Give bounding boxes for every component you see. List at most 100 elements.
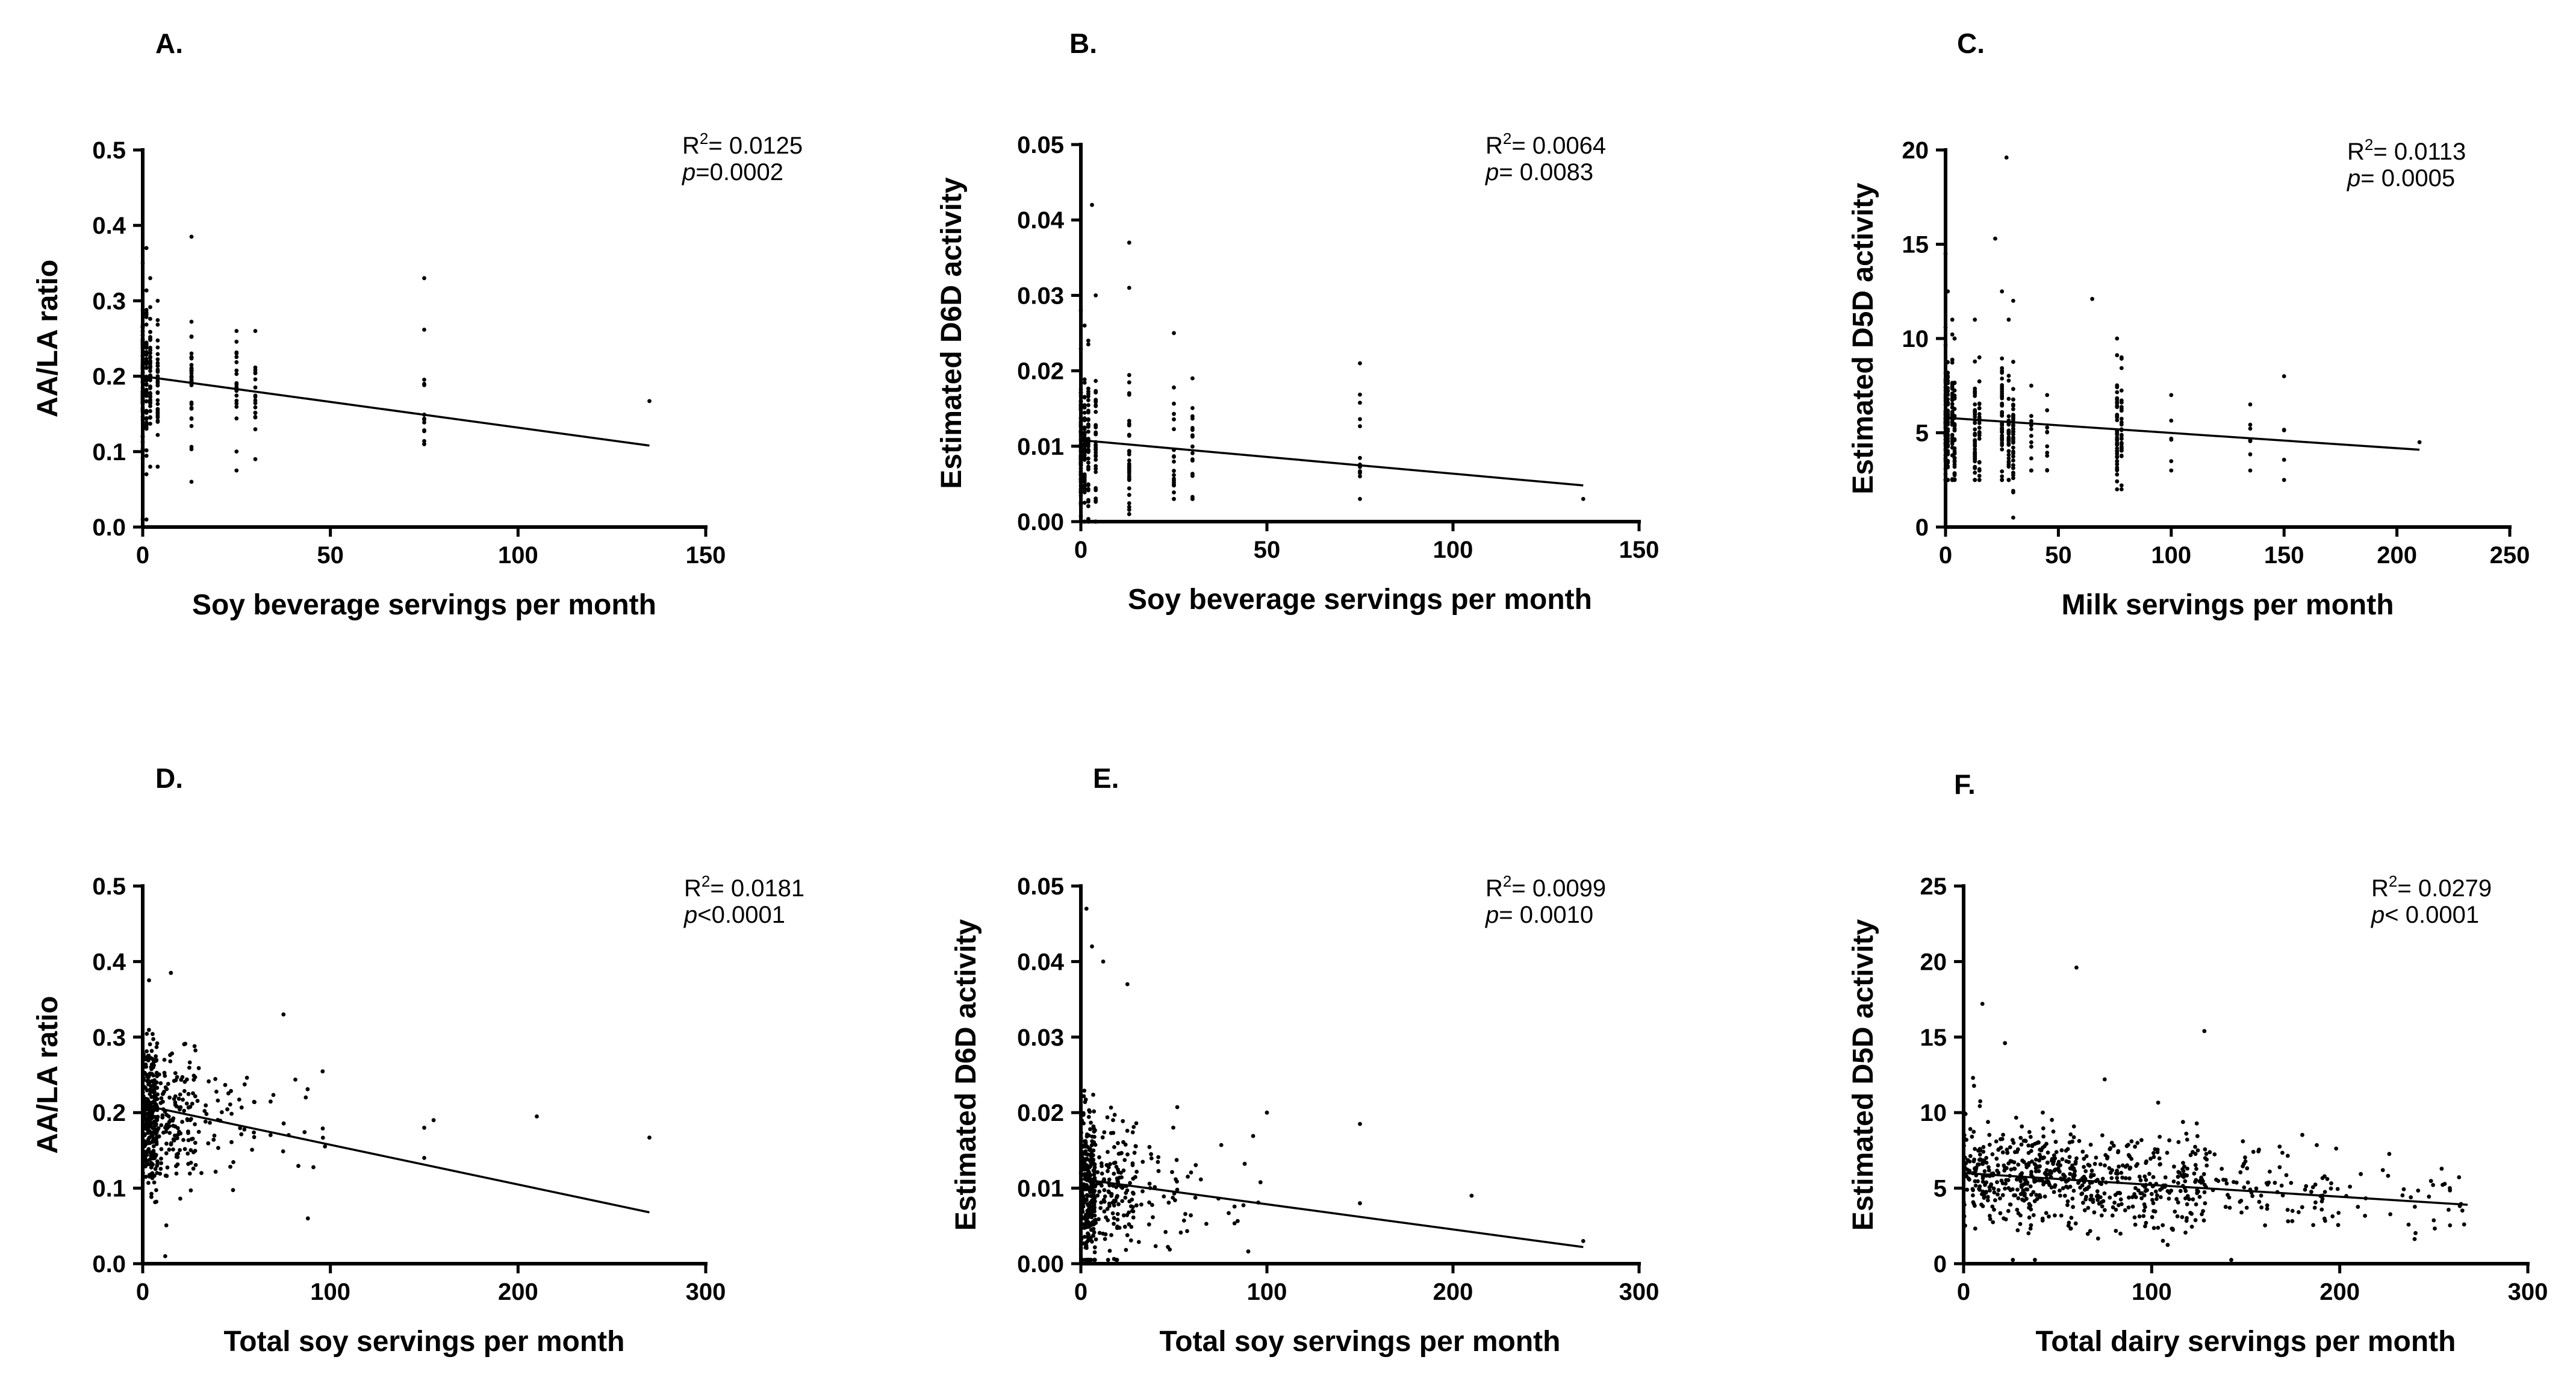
r-squared-value: = 0.0099 [1511, 875, 1606, 902]
data-point [1127, 434, 1131, 438]
data-point [2280, 1193, 2285, 1197]
data-point [1079, 1131, 1083, 1135]
data-point [2027, 1130, 2032, 1134]
data-point [1079, 1205, 1084, 1210]
x-axis-title: Total dairy servings per month [2036, 1326, 2456, 1358]
data-point [153, 1200, 157, 1205]
data-point [229, 1111, 234, 1116]
data-point [2045, 425, 2050, 430]
data-point [180, 1120, 184, 1124]
data-point [2412, 1237, 2417, 1241]
data-point [2311, 1223, 2316, 1228]
r-squared-symbol: R [2371, 875, 2389, 902]
data-point [1107, 1203, 1112, 1208]
y-tick-label: 5 [1915, 420, 1929, 447]
data-point [2040, 1178, 2045, 1183]
data-point [151, 1032, 155, 1037]
data-point [182, 1079, 187, 1084]
data-point [1134, 1170, 1139, 1174]
data-point [1086, 487, 1090, 492]
data-point [187, 1060, 192, 1065]
data-point [175, 1136, 179, 1140]
data-point [144, 387, 149, 392]
data-point [2088, 1229, 2092, 1234]
data-point [172, 1138, 176, 1143]
data-point [2103, 1208, 2107, 1212]
data-point [189, 319, 194, 324]
data-point [2006, 478, 2011, 482]
data-point [144, 1159, 149, 1164]
data-point [2204, 1152, 2209, 1156]
data-point [2000, 383, 2005, 387]
data-point [2050, 1158, 2054, 1163]
data-point [2241, 1139, 2245, 1144]
data-point [1090, 944, 1094, 949]
data-point [1083, 1149, 1088, 1153]
data-point [2000, 1137, 2005, 1141]
data-point [2097, 1201, 2102, 1206]
data-point [1089, 1209, 1094, 1214]
data-point [1092, 1135, 1097, 1139]
data-point [2088, 1143, 2093, 1147]
data-point [2046, 1150, 2050, 1155]
data-point [1082, 472, 1087, 477]
data-point [1094, 410, 1098, 414]
data-point [148, 337, 152, 342]
data-point [2065, 1199, 2070, 1203]
data-point [1106, 1258, 1110, 1262]
data-point [1097, 1217, 1101, 1222]
data-point [1190, 434, 1195, 439]
data-point [2027, 1202, 2032, 1206]
y-tick-label: 0.05 [1017, 873, 1064, 900]
data-point [1084, 1144, 1089, 1148]
data-point [155, 381, 160, 385]
data-point [2119, 454, 2124, 458]
data-point [293, 1078, 297, 1082]
data-point [1149, 1152, 1153, 1156]
data-point [2078, 1185, 2083, 1190]
data-point [1988, 1217, 1993, 1222]
data-point [1084, 1187, 1088, 1191]
data-point [170, 1051, 175, 1056]
data-point [234, 350, 239, 355]
data-point [156, 1126, 161, 1131]
data-point [1094, 454, 1098, 459]
data-point [2041, 1126, 2046, 1131]
data-point [1174, 1177, 1178, 1182]
data-point [2123, 1164, 2128, 1169]
data-point [252, 1135, 257, 1140]
data-point [1153, 1244, 1158, 1249]
data-point [2029, 434, 2033, 438]
data-point [2413, 1205, 2417, 1209]
data-point [2074, 1156, 2079, 1161]
data-point [234, 393, 239, 398]
data-point [2049, 1171, 2053, 1175]
data-point [2185, 1194, 2190, 1199]
x-tick-label: 0 [1074, 537, 1087, 563]
p-value-annotation: p=0.0002 [682, 159, 783, 186]
p-value-annotation: p= 0.0005 [2347, 165, 2455, 192]
r-squared-annotation: R2= 0.0125 [682, 130, 803, 159]
data-point [1127, 458, 1131, 463]
data-point [1986, 1120, 1990, 1125]
data-point [2058, 1193, 2062, 1198]
data-point [2011, 360, 2015, 364]
data-point [1089, 1143, 1094, 1147]
data-point [193, 1094, 198, 1099]
data-point [189, 405, 194, 410]
data-point [2136, 1188, 2141, 1193]
data-point [150, 1176, 155, 1181]
y-tick-label: 0.01 [1017, 434, 1064, 460]
data-point [2000, 370, 2005, 375]
data-point [2119, 483, 2124, 488]
data-point [2023, 1191, 2027, 1196]
data-point [159, 1161, 163, 1166]
data-point [188, 1148, 193, 1152]
data-point [1198, 1177, 1203, 1182]
data-point [1127, 473, 1131, 478]
data-point [1172, 473, 1176, 478]
data-point [140, 389, 145, 394]
data-point [189, 479, 194, 484]
data-point [2011, 423, 2015, 428]
data-point [2161, 1223, 2165, 1228]
